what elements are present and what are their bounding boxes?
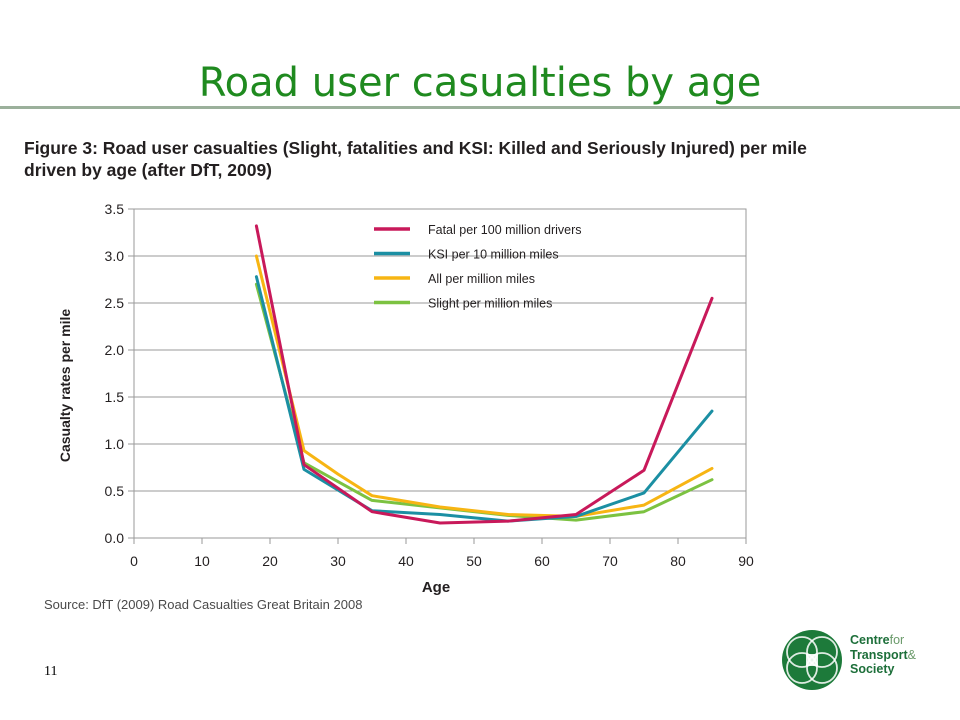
logo-word-transport: Transport (850, 647, 908, 662)
source-note: Source: DfT (2009) Road Casualties Great… (44, 597, 363, 612)
y-tick-label: 2.5 (105, 295, 125, 311)
plot-area-frame (133, 208, 747, 539)
logo-word-for: for (889, 633, 905, 647)
y-axis-label: Casualty rates per mile (57, 309, 73, 463)
legend-label: Fatal per 100 million drivers (428, 223, 582, 237)
x-tick-label: 0 (130, 553, 138, 569)
legend-label: All per million miles (428, 272, 535, 286)
series-line-2 (254, 254, 714, 518)
y-tick-label: 0.5 (105, 483, 125, 499)
figure-caption: Figure 3: Road user casualties (Slight, … (24, 137, 944, 181)
legend: Fatal per 100 million drivers KSI per 10 … (374, 223, 582, 311)
series-line-3 (254, 282, 714, 522)
y-axis-ticks: 0.0 0.5 1.0 1.5 2.0 2.5 3.0 3.5 (105, 201, 134, 546)
y-tick-label: 0.0 (105, 530, 125, 546)
y-tick-label: 1.5 (105, 389, 125, 405)
series-line-0 (254, 224, 714, 525)
x-tick-label: 50 (466, 553, 482, 569)
x-tick-label: 30 (330, 553, 346, 569)
centre-for-transport-and-society-logo: Centrefor Transport& Society (780, 628, 940, 692)
x-tick-label: 80 (670, 553, 686, 569)
slide-title: Road user casualties by age (198, 60, 762, 106)
grid-lines (134, 255, 746, 492)
y-tick-label: 1.0 (105, 436, 125, 452)
x-tick-label: 10 (194, 553, 210, 569)
legend-label: KSI per 10 million miles (428, 248, 559, 262)
x-tick-label: 70 (602, 553, 618, 569)
y-tick-label: 3.0 (105, 248, 125, 264)
logo-emblem-icon (782, 630, 842, 690)
logo-word-centre: Centre (850, 633, 890, 647)
x-tick-label: 90 (738, 553, 754, 569)
figure-caption-line-1: Figure 3: Road user casualties (Slight, … (24, 138, 807, 158)
logo-word-ampersand: & (907, 647, 916, 662)
logo-word-society: Society (850, 662, 895, 676)
logo-wordmark: Centrefor Transport& Society (850, 633, 916, 677)
title-divider (0, 106, 960, 109)
series-line-1 (254, 275, 714, 523)
x-axis-label: Age (422, 579, 450, 596)
x-tick-label: 40 (398, 553, 414, 569)
series-lines (254, 224, 714, 525)
y-tick-label: 3.5 (105, 201, 125, 217)
y-tick-label: 2.0 (105, 342, 125, 358)
page-number: 11 (44, 664, 58, 679)
x-axis-ticks: 0 10 20 30 40 50 60 70 80 90 (130, 538, 754, 569)
x-tick-label: 60 (534, 553, 550, 569)
legend-label: Slight per million miles (428, 297, 552, 311)
x-tick-label: 20 (262, 553, 278, 569)
figure-caption-line-2: driven by age (after DfT, 2009) (24, 160, 272, 180)
